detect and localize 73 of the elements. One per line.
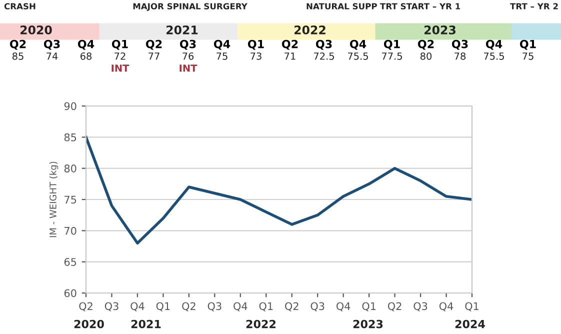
x-tick-label: Q2 — [388, 302, 402, 312]
text: 2024 — [455, 320, 485, 328]
text: 72.5 — [314, 52, 334, 60]
y-tick-label: 80 — [64, 164, 76, 172]
text: NATURAL SUPP — [306, 3, 377, 10]
category-label: Q4 — [350, 40, 366, 50]
text: 75.5 — [484, 52, 504, 60]
x-tick-label: Q4 — [130, 302, 144, 312]
category-label: Q3 — [44, 40, 60, 50]
text: 2020 — [20, 25, 52, 34]
text: 76 — [182, 52, 194, 60]
category-label: Q4 — [214, 40, 230, 50]
category-label: Q1 — [248, 40, 264, 50]
category-label: Q4 — [486, 40, 502, 50]
text: 68 — [80, 52, 92, 60]
text: 75.5 — [348, 52, 368, 60]
y-tick-label: 70 — [64, 226, 76, 235]
text: TRT – YR 2 — [510, 3, 558, 10]
text: 75 — [522, 52, 534, 60]
x-tick-label: Q3 — [104, 302, 118, 312]
text: INT — [112, 64, 130, 72]
x-tick-label: Q2 — [182, 302, 196, 312]
text: 2023 — [424, 25, 456, 34]
text: 77.5 — [382, 52, 402, 60]
text: 2021 — [166, 25, 198, 34]
text: 2022 — [246, 320, 276, 328]
text: 2021 — [131, 320, 161, 328]
x-tick-label: Q1 — [465, 302, 478, 312]
category-label: Q2 — [146, 40, 162, 50]
x-tick-label: Q4 — [439, 302, 454, 312]
line-series — [86, 136, 472, 245]
text: 74 — [46, 52, 58, 60]
x-tick-label: Q2 — [79, 302, 92, 312]
text: 71 — [284, 52, 296, 60]
text: 80 — [420, 52, 432, 60]
text: 78 — [454, 52, 466, 60]
text: MAJOR SPINAL SURGERY — [133, 3, 248, 11]
text: 2022 — [294, 25, 326, 34]
category-label: Q1 — [520, 40, 536, 50]
y-tick-label: 90 — [64, 102, 76, 110]
category-label: Q3 — [180, 40, 196, 50]
text: TRT START – YR 1 — [380, 3, 460, 10]
y-axis-title: IM - WEIGHT (kg) — [49, 162, 58, 238]
text: 85 — [12, 52, 24, 60]
text: 73 — [250, 52, 262, 60]
x-tick-label: Q2 — [285, 302, 298, 312]
x-tick-label: Q3 — [310, 302, 324, 312]
text: 2023 — [353, 320, 383, 328]
text: 75 — [216, 52, 228, 60]
y-tick-label: 65 — [64, 258, 76, 266]
category-label: Q1 — [384, 40, 400, 50]
x-tick-label: Q3 — [208, 302, 222, 312]
x-tick-label: Q1 — [156, 302, 170, 312]
category-label: Q2 — [418, 40, 434, 50]
category-label: Q4 — [78, 40, 94, 50]
category-label: Q2 — [10, 40, 26, 50]
text: 77 — [148, 52, 160, 60]
category-label: Q1 — [112, 40, 128, 50]
text: 72 — [114, 52, 126, 60]
x-tick-label: Q3 — [414, 302, 428, 312]
x-tick-label: Q4 — [234, 302, 248, 312]
x-tick-label: Q1 — [259, 302, 273, 312]
text: CRASH — [4, 3, 36, 10]
y-tick-label: 60 — [64, 289, 76, 298]
x-tick-label: Q4 — [336, 302, 350, 312]
x-tick-label: Q1 — [362, 302, 376, 312]
category-label: Q3 — [452, 40, 468, 50]
y-tick-label: 75 — [64, 196, 76, 204]
text: 2020 — [74, 320, 104, 328]
category-label: Q3 — [316, 40, 332, 50]
text: INT — [180, 64, 198, 72]
y-tick-label: 85 — [64, 133, 76, 142]
category-label: Q2 — [282, 40, 298, 50]
